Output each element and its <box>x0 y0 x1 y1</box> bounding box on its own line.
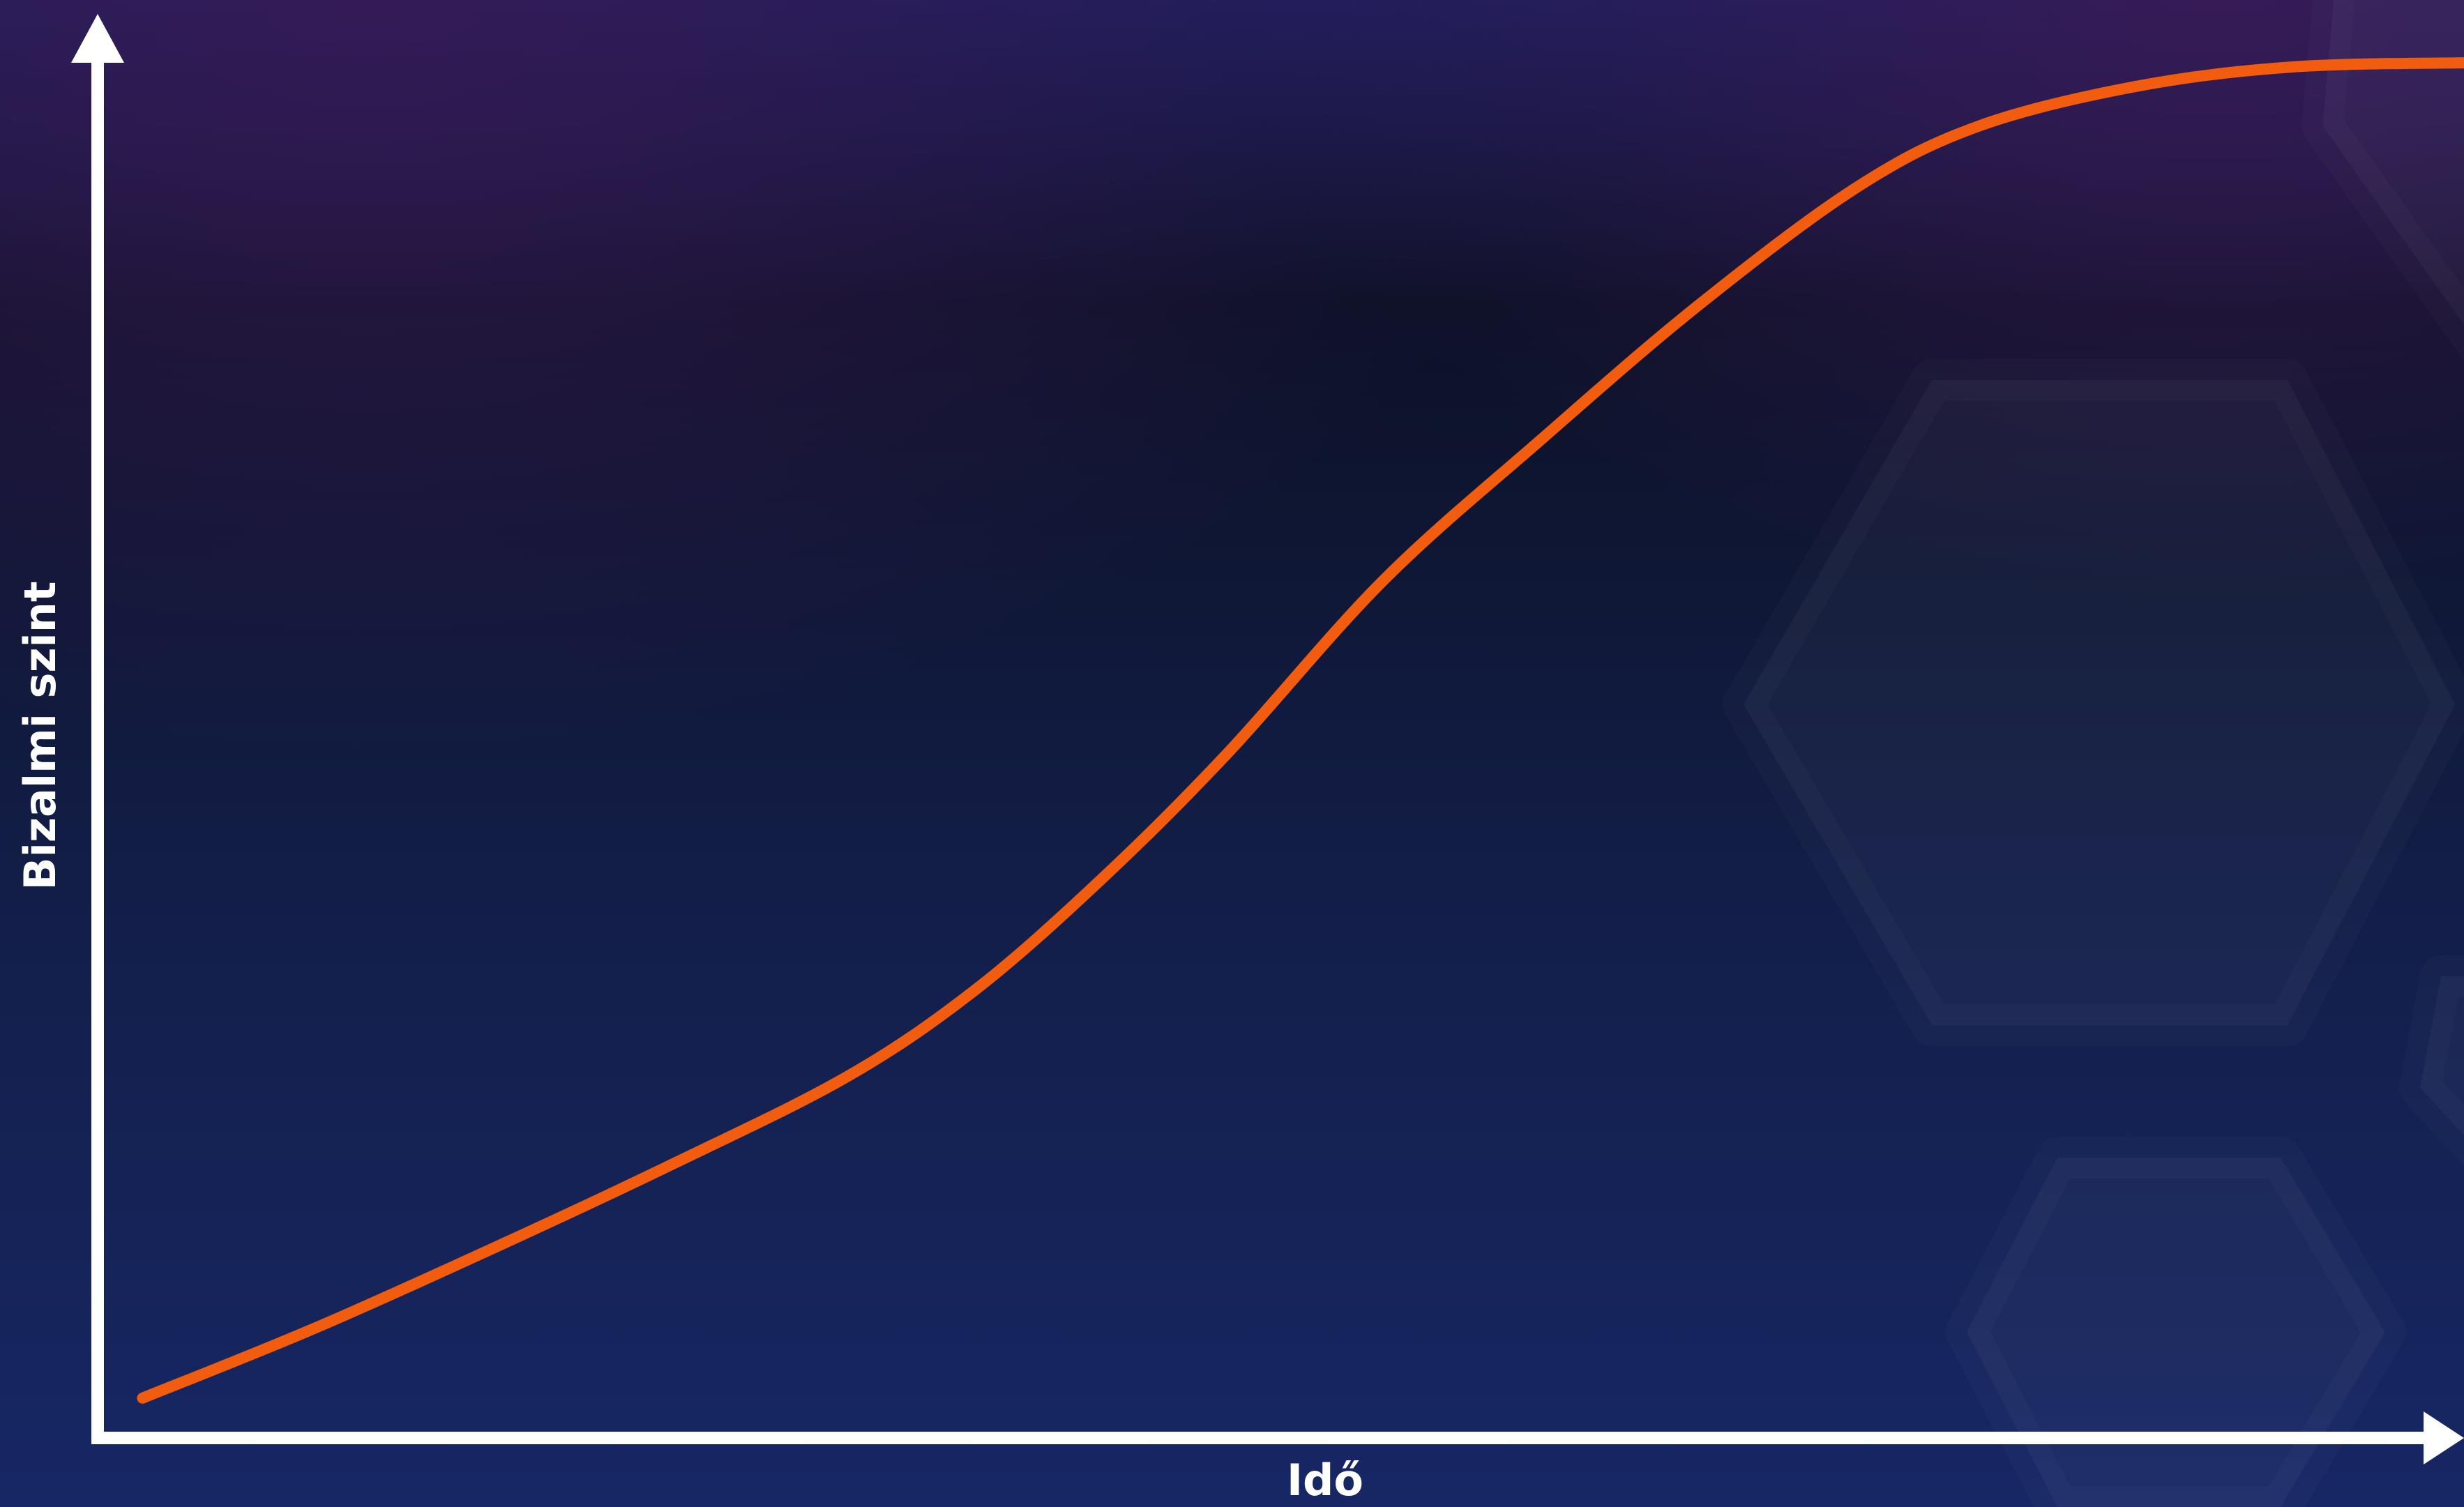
y-axis-label: Bizalmi szint <box>15 581 66 890</box>
y-axis-arrow <box>71 14 124 63</box>
x-axis-arrow <box>2424 1411 2464 1464</box>
axes <box>71 14 2464 1464</box>
x-axis-label: Idő <box>1287 1455 1363 1506</box>
trust-curve <box>137 57 2464 1404</box>
